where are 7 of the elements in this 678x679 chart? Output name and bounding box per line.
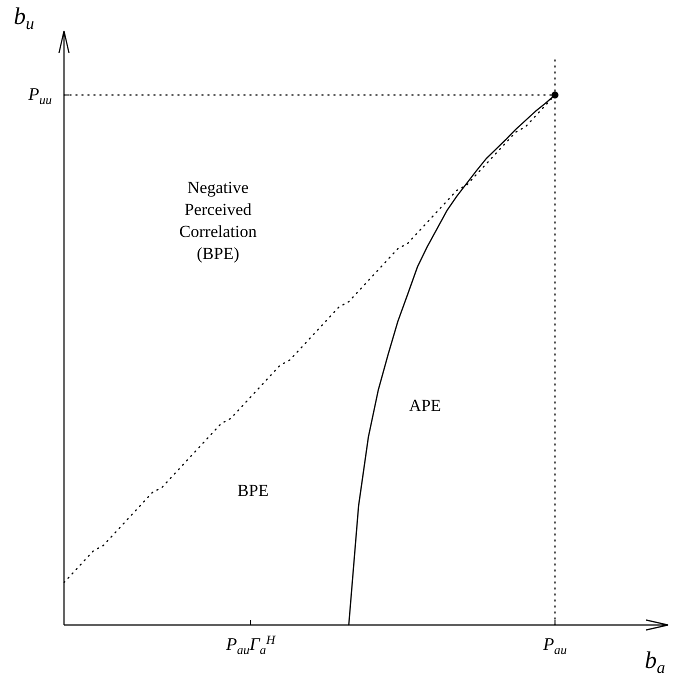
x-tick-label: P$_{au}$ [542, 634, 567, 657]
annotation: APE [408, 396, 442, 415]
text: P$_{uu}$ [27, 84, 52, 107]
x-axis-title: b$_{a}$ [644, 648, 666, 678]
annotation: Negative Perceived Correlation (BPE) [179, 178, 258, 263]
y-axis-title: b$_{u}$ [14, 4, 34, 34]
annotation: BPE [237, 481, 269, 500]
